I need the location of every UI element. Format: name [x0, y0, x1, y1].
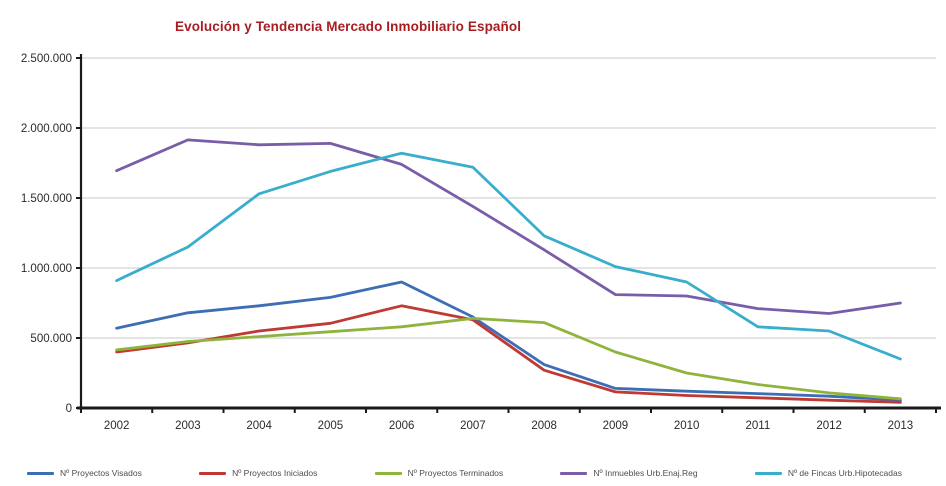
x-axis-tick-label: 2009: [603, 420, 629, 432]
legend-item-n-proyectos-iniciados: Nº Proyectos Iniciados: [199, 468, 317, 478]
series-line-n-de-fincas-urb-hipotecadas: [115, 151, 902, 361]
y-axis-tick-label: 1.000.000: [21, 263, 72, 275]
x-axis-tick-label: 2011: [746, 420, 771, 432]
legend-label: Nº Proyectos Terminados: [407, 468, 504, 478]
legend-label: Nº de Fincas Urb.Hipotecadas: [787, 468, 902, 478]
x-axis-tick-label: 2010: [674, 420, 700, 432]
x-axis-tick-label: 2008: [531, 420, 557, 432]
x-axis-tick-label: 2006: [389, 420, 415, 432]
legend-label: Nº Proyectos Iniciados: [232, 468, 318, 478]
legend-label: Nº Inmuebles Urb.Enaj.Reg: [593, 468, 698, 478]
x-axis-tick-label: 2005: [318, 420, 344, 432]
chart-title: Evolución y Tendencia Mercado Inmobiliar…: [175, 19, 522, 34]
x-axis-tick-label: 2007: [460, 420, 486, 432]
series-line-n-inmuebles-urb-enaj-reg: [115, 138, 902, 315]
line-chart-plot-area: 0 500.000 1.000.000 1.500.000 2.000.000 2.500…: [21, 53, 941, 432]
legend-label: Nº Proyectos Visados: [60, 468, 142, 478]
legend-item-n-de-fincas-urb-hipotecadas: Nº de Fincas Urb.Hipotecadas: [754, 468, 902, 478]
x-axis-tick-label: 2013: [888, 420, 914, 432]
y-axis-tick-label: 2.000.000: [21, 123, 72, 135]
y-axis-tick-label: 2.500.000: [21, 53, 72, 65]
legend-line-marker-icon: [374, 471, 402, 475]
legend-item-n-proyectos-terminados: Nº Proyectos Terminados: [374, 468, 504, 478]
series-line-n-proyectos-terminados: [115, 316, 902, 401]
legend-item-n-proyectos-visados: Nº Proyectos Visados: [27, 468, 142, 478]
y-axis-tick-label: 500.000: [30, 333, 72, 345]
x-axis-tick-label: 2012: [816, 420, 842, 432]
y-axis-tick-label: 1.500.000: [21, 193, 72, 205]
chart-legend: Nº Proyectos Visados Nº Proyectos Iniciad…: [0, 468, 946, 478]
legend-line-marker-icon: [27, 471, 54, 475]
series-line-n-proyectos-visados: [115, 280, 902, 402]
x-axis-tick-label: 2002: [104, 420, 130, 432]
legend-line-marker-icon: [560, 471, 588, 475]
x-axis-tick-label: 2003: [175, 420, 201, 432]
series-line-n-proyectos-iniciados: [115, 304, 902, 404]
legend-line-marker-icon: [199, 471, 227, 475]
x-axis-tick-label: 2004: [246, 420, 272, 432]
legend-item-n-inmuebles-urb-enaj-reg: Nº Inmuebles Urb.Enaj.Reg: [560, 468, 698, 478]
legend-line-marker-icon: [754, 471, 782, 475]
y-axis-tick-label: 0: [66, 403, 72, 415]
